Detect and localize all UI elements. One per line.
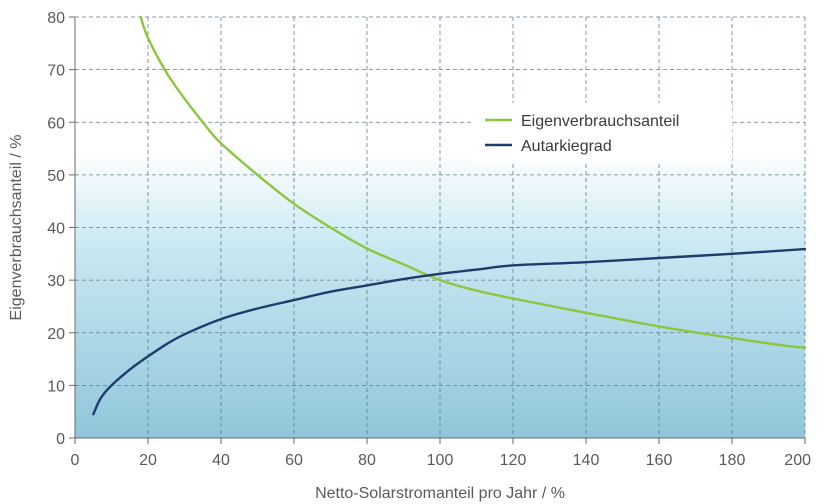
series-line-1 [139,15,807,349]
y-tick-label: 0 [56,431,65,448]
x-tick-label: 180 [719,452,746,469]
legend-label-2: Autarkiegrad [521,138,612,155]
x-tick-label: 100 [427,452,454,469]
y-tick-label: 50 [47,168,65,185]
series-line-2 [92,247,807,416]
x-axis-label: Netto-Solarstromanteil pro Jahr / % [315,485,565,502]
x-tick-label: 80 [358,452,376,469]
legend-label-1: Eigenverbrauchsanteil [521,113,679,130]
y-tick-label: 30 [47,273,65,290]
x-tick-label: 140 [573,452,600,469]
y-axis-label: Eigenverbrauchsanteil / % [8,135,25,321]
y-tick-label: 40 [47,221,65,238]
y-tick-label: 10 [47,378,65,395]
series-layer [92,15,807,416]
x-tick-label: 40 [212,452,230,469]
y-tick-label: 70 [47,63,65,80]
x-tick-label: 0 [71,452,80,469]
grid [75,16,806,438]
x-tick-label: 160 [646,452,673,469]
x-tick-label: 20 [139,452,157,469]
x-tick-label: 120 [500,452,527,469]
y-tick-label: 20 [47,326,65,343]
y-tick-label: 80 [47,10,65,27]
y-tick-label: 60 [47,115,65,132]
axes: 0 10 20 30 40 50 60 70 80 0 20 40 60 80 100 120 140 160 18… [47,10,811,469]
x-tick-label: 200 [784,452,811,469]
x-tick-label: 60 [285,452,303,469]
legend: Eigenverbrauchsanteil Autarkiegrad [472,103,732,161]
legend-box [472,103,732,161]
